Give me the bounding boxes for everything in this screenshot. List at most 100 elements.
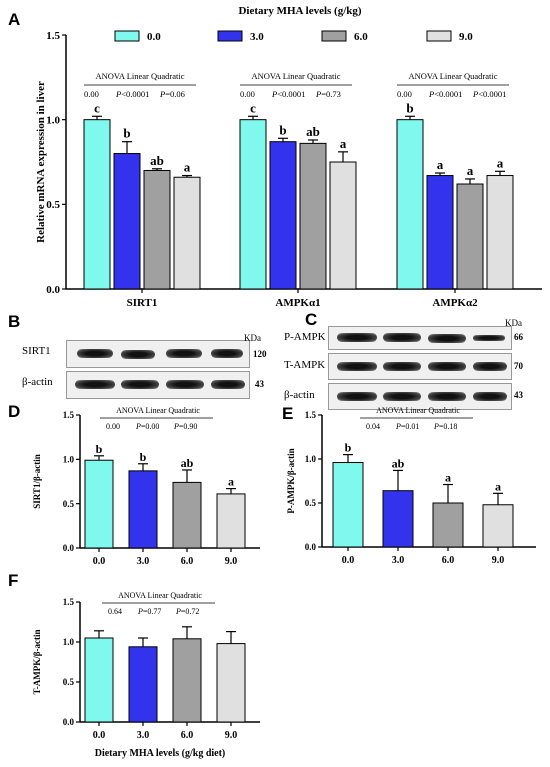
chart-f: 0.0 0.5 1.0 1.5 T-AMPK/β-actin 0.0 3.0 6.0 9.0 Di… [32,591,260,759]
chartD-bar-6.0 [172,481,202,549]
significance-letter: b [123,126,130,141]
chartF-xtick-label: 3.0 [137,730,150,741]
anova-linear: 0.04 [366,422,380,431]
chartD-xtick-label: 9.0 [225,556,238,567]
chartE-xtick-label: 3.0 [392,555,405,566]
chartF-ytick-label: 1.5 [63,597,75,607]
legend-label-1: 3.0 [250,31,264,43]
bar-AMPKα2-9.0 [486,175,514,290]
chartE-bar-0.0 [332,462,364,548]
chartF-bar-3.0 [128,646,158,723]
bar-AMPKα2-3.0 [426,175,454,290]
legend-swatch-0 [114,30,140,42]
chartF-xtick-label: 9.0 [225,730,238,741]
significance-letter: b [345,441,352,455]
group-label-0: SIRT1 [127,297,158,309]
chartD-ytick-label: 1.0 [63,454,75,464]
chartE-bar-9.0 [482,504,514,548]
kda-label-b: KDa [244,333,261,343]
panel-label-a: A [8,10,21,29]
mw-actin-c: 43 [514,390,523,400]
anova-linear: 0.00 [240,89,255,99]
bar-AMPKα2-0.0 [396,119,424,290]
significance-letter: ab [181,456,194,470]
chartF-xtick-label: 0.0 [93,730,106,741]
chartD-xtick-label: 0.0 [93,556,106,567]
legend-label-3: 9.0 [459,31,473,43]
anova-header: ANOVA Linear Quadratic [116,406,200,415]
anova-quadratic: P=0.06 [159,89,185,99]
chart-a-ytick-label: 1.5 [46,30,60,42]
significance-letter: c [94,100,100,115]
significance-letter: a [340,136,347,151]
significance-letter: a [228,475,234,489]
bar-AMPKα1-9.0 [329,161,357,290]
anova-linear: 0.64 [108,607,122,616]
chartF-xtick-label: 6.0 [181,730,194,741]
chartD-bar-3.0 [128,470,158,549]
significance-letter: b [279,122,286,137]
panel-label-c: C [305,310,318,329]
blot-actin-c [328,383,512,410]
chartE-xtick-label: 0.0 [342,555,355,566]
anova-pvalue: P=0.77 [137,607,161,616]
significance-letter: ab [306,124,320,139]
chartE-xtick-label: 6.0 [442,555,455,566]
bar-SIRT1-0.0 [83,119,111,290]
bar-AMPKα1-6.0 [299,142,327,290]
significance-letter: b [96,442,103,456]
anova-quadratic: P<0.0001 [472,89,506,99]
chart-a-ylabel: Relative mRNA expression in liver [35,81,47,243]
kda-label-c: KDa [505,318,522,328]
legend-label-0: 0.0 [147,31,161,43]
bar-AMPKα2-6.0 [456,183,484,290]
bar-SIRT1-6.0 [143,169,171,290]
significance-letter: a [437,157,444,172]
group-label-2: AMPKα2 [432,297,478,309]
mw-sirt1: 120 [253,349,267,359]
anova-quadratic: P=0.73 [315,89,341,99]
chartF-ytick-label: 1.0 [63,637,75,647]
blot-p-ampk [328,326,512,350]
significance-letter: a [445,471,451,485]
chartD-bar-0.0 [84,459,114,549]
anova-header: ANOVA Linear Quadratic [251,71,340,81]
chartF-ytick-label: 0.5 [63,677,75,687]
significance-letter: b [406,100,413,115]
chartD-bar-9.0 [216,493,246,549]
anova-header: ANOVA Linear Quadratic [95,71,184,81]
blot-label-sirt1: SIRT1 [22,345,51,357]
panel-label-b: B [8,312,21,331]
panel-label-d: D [8,402,21,421]
chart-a-ytick-label: 1.0 [46,115,60,127]
chart-d: 0.0 0.5 1.0 1.5 SIRT1/β-actin b 0.0 b 3.0 ab 6.0 a 9… [32,406,260,567]
anova-quadratic: P=0.90 [173,422,197,431]
chartE-xtick-label: 9.0 [492,555,505,566]
panel-label-e: E [282,404,294,423]
blot-label-t-ampk: T-AMPK [284,359,326,371]
chartF-ytick-label: 0.0 [63,717,75,727]
bar-SIRT1-9.0 [173,176,201,290]
significance-letter: a [495,479,501,493]
legend-title: Dietary MHA levels (g/kg) [238,5,361,17]
blot-sirt1 [66,340,250,368]
mw-actin-b: 43 [255,379,264,389]
blot-label-actin-c: β-actin [284,389,315,401]
anova-header: ANOVA Linear Quadratic [118,591,202,600]
anova-header: ANOVA Linear Quadratic [408,71,497,81]
chartF-xlabel: Dietary MHA levels (g/kg diet) [95,748,226,759]
anova-pvalue: P<0.0001 [271,89,305,99]
anova-pvalue: P<0.0001 [115,89,149,99]
chart-a-ytick-label: 0.0 [46,284,60,296]
significance-letter: ab [150,153,164,168]
significance-letter: a [497,155,504,170]
chartF-bar-0.0 [84,637,114,723]
chartE-ytick-label: 0.0 [305,542,317,552]
chartD-xtick-label: 3.0 [137,556,150,567]
panel-label-f: F [8,571,19,590]
blot-actin-b [66,371,250,399]
legend-label-2: 6.0 [354,31,368,43]
bar-AMPKα1-3.0 [269,141,297,290]
anova-linear: 0.00 [397,89,412,99]
anova-pvalue: P<0.0001 [428,89,462,99]
